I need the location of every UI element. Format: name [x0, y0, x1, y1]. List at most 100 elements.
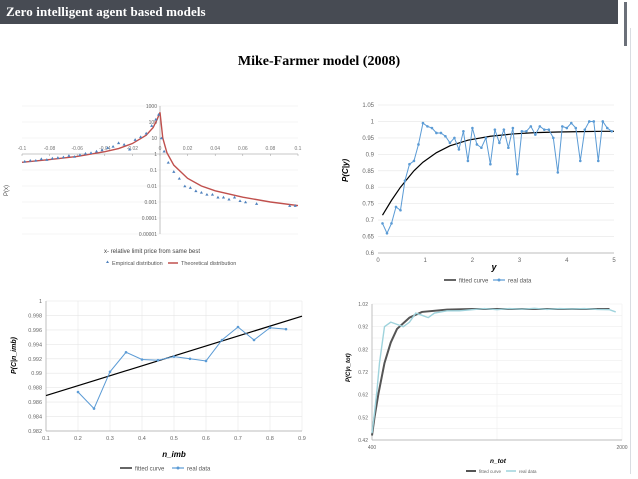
- chart-d-real-series: [371, 307, 616, 434]
- chart-a-y-label: P(x): [4, 185, 10, 196]
- real-data-point: [480, 146, 483, 150]
- y-tick-label: 100: [149, 120, 158, 126]
- empirical-point: [210, 192, 215, 196]
- real-data-line: [371, 307, 616, 434]
- y-tick-label: 0.01: [147, 184, 157, 190]
- empirical-point: [293, 204, 297, 207]
- empirical-point: [150, 124, 154, 127]
- legend-fitted-label: fitted curve: [135, 467, 165, 473]
- x-tick-label: 2: [471, 258, 475, 264]
- chart-p-c-given-n-imb: 1 0.998 0.996 0.994 0.992 0.99 0.988 0.986 0.984…: [2, 292, 314, 476]
- real-data-point: [493, 128, 497, 131]
- empirical-point: [177, 176, 181, 180]
- real-data-point: [462, 130, 465, 133]
- x-tick-label: 0.8: [266, 436, 274, 442]
- real-data-point: [583, 128, 587, 131]
- y-tick-label: 0.996: [28, 328, 42, 334]
- empirical-point: [39, 157, 43, 161]
- chart-c-y-label: P(C|n_imb): [11, 336, 18, 374]
- real-data-point: [390, 222, 393, 225]
- real-data-point: [92, 407, 96, 410]
- empirical-point: [144, 131, 148, 135]
- legend-real-label: real data: [187, 467, 211, 473]
- real-data-point: [592, 120, 596, 123]
- empirical-point: [221, 195, 226, 199]
- chart-c-x-ticks: 0.1 0.2 0.3 0.4 0.5 0.6 0.7 0.8 0.9: [42, 436, 306, 442]
- empirical-point: [227, 197, 231, 201]
- real-data-point: [457, 148, 461, 151]
- real-data-point: [172, 355, 176, 358]
- y-tick-label: 0.72: [358, 370, 368, 376]
- real-data-point: [385, 231, 389, 235]
- empirical-point: [216, 195, 220, 199]
- x-tick-label: 1: [424, 258, 428, 264]
- chart-c-y-ticks: 1 0.998 0.996 0.994 0.992 0.99 0.988 0.986 0.984…: [28, 299, 42, 435]
- empirical-point: [72, 155, 77, 158]
- empirical-point: [23, 159, 27, 163]
- empirical-point: [162, 149, 166, 153]
- x-tick-label: -0.06: [71, 146, 83, 152]
- real-data-point: [529, 125, 533, 128]
- chart-a-empirical-series: [23, 112, 297, 207]
- x-tick-label: 0.7: [234, 436, 242, 442]
- y-tick-label: 0.986: [28, 400, 42, 406]
- chart-b-x-ticks: 0 1 2 3 4 5: [376, 258, 616, 264]
- real-data-point: [484, 136, 488, 140]
- empirical-point: [133, 138, 137, 141]
- y-tick-label: 0.982: [28, 429, 42, 435]
- y-tick-label: 0.92: [358, 325, 368, 331]
- empirical-point: [172, 170, 176, 173]
- real-data-point: [453, 136, 456, 140]
- slide-divider: [630, 28, 631, 474]
- y-tick-label: 0.9: [366, 152, 375, 158]
- legend-empirical-label: Empirical distribution: [112, 261, 163, 267]
- real-data-point: [124, 350, 128, 354]
- y-tick-label: 1.05: [362, 103, 374, 109]
- y-tick-label: 10: [151, 136, 157, 142]
- empirical-point: [89, 151, 93, 155]
- x-tick-label: 5: [612, 258, 616, 264]
- x-tick-label: 0.9: [298, 436, 306, 442]
- real-data-point: [381, 222, 384, 225]
- y-tick-label: 0.75: [362, 202, 374, 208]
- real-data-point: [565, 126, 569, 130]
- y-tick-label: 0.001: [144, 200, 157, 206]
- y-tick-label: 0.99: [31, 371, 42, 377]
- legend-real-marker: [176, 466, 180, 470]
- chart-a-fitted-series: [21, 112, 299, 207]
- empirical-point: [45, 158, 49, 161]
- empirical-point: [94, 149, 99, 153]
- y-tick-label: 0.1: [150, 168, 157, 174]
- x-tick-label: 0.02: [183, 146, 193, 152]
- chart-a-gridlines: [21, 105, 299, 235]
- y-tick-label: 0.984: [28, 415, 42, 421]
- real-data-point: [471, 126, 474, 130]
- empirical-point: [111, 144, 115, 148]
- empirical-point: [154, 117, 158, 121]
- real-data-point: [498, 141, 501, 145]
- chart-d-y-ticks: 1.02 0.92 0.82 0.72 0.62 0.52 0.42: [358, 302, 368, 444]
- x-tick-label: 0.06: [238, 146, 248, 152]
- y-tick-label: 0.00001: [139, 232, 157, 238]
- x-tick-label: 0.1: [42, 436, 50, 442]
- real-data-point: [435, 131, 438, 135]
- y-tick-label: 0.8: [366, 185, 375, 191]
- real-data-point: [417, 143, 420, 146]
- real-data-point: [601, 120, 605, 123]
- y-tick-label: 1: [371, 119, 375, 125]
- real-data-point: [475, 143, 479, 146]
- legend-real-label: real data: [519, 469, 537, 474]
- empirical-point: [67, 154, 71, 157]
- empirical-point: [83, 151, 88, 155]
- y-tick-label: 0.82: [358, 347, 368, 353]
- real-data-point: [605, 126, 609, 130]
- y-tick-label: 0.998: [28, 313, 42, 319]
- real-data-point: [569, 121, 573, 125]
- y-tick-label: 1: [39, 299, 42, 305]
- empirical-point: [288, 204, 292, 207]
- empirical-point: [78, 153, 82, 157]
- corner-decoration: [620, 0, 638, 46]
- real-data-line: [382, 120, 613, 235]
- real-data-point: [534, 133, 537, 136]
- chart-c-gridlines: [45, 300, 303, 432]
